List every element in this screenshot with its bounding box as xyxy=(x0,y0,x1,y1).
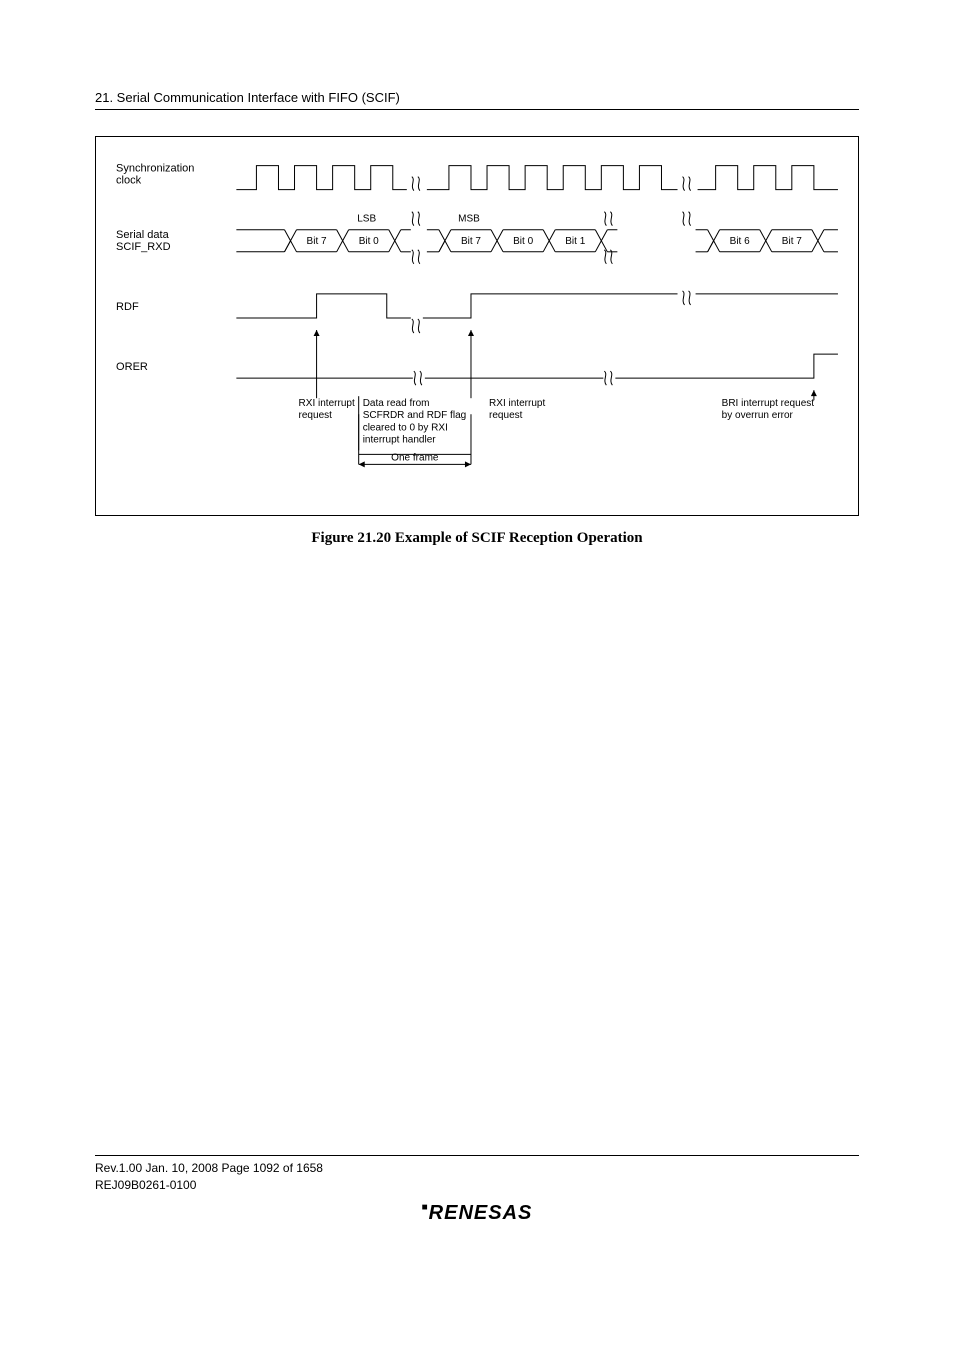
page-footer: Rev.1.00 Jan. 10, 2008 Page 1092 of 1658… xyxy=(95,1155,859,1225)
section-header: 21. Serial Communication Interface with … xyxy=(95,90,859,110)
footer-rev: Rev.1.00 Jan. 10, 2008 Page 1092 of 1658 xyxy=(95,1160,859,1177)
svg-text:One frame: One frame xyxy=(391,452,439,463)
svg-text:SCFRDR and RDF flag: SCFRDR and RDF flag xyxy=(363,410,467,421)
figure-caption: Figure 21.20 Example of SCIF Reception O… xyxy=(95,530,859,547)
svg-text:cleared to 0 by RXI: cleared to 0 by RXI xyxy=(363,422,448,433)
svg-text:Synchronization: Synchronization xyxy=(116,163,194,175)
svg-text:clock: clock xyxy=(116,175,142,187)
svg-text:request: request xyxy=(299,410,333,421)
svg-text:interrupt handler: interrupt handler xyxy=(363,434,437,445)
svg-text:Bit 7: Bit 7 xyxy=(307,236,327,247)
svg-text:BRI interrupt request: BRI interrupt request xyxy=(722,398,815,409)
svg-text:RXI interrupt: RXI interrupt xyxy=(299,398,355,409)
logo-dot-icon: ■ xyxy=(422,1202,429,1213)
svg-text:Data read from: Data read from xyxy=(363,398,430,409)
svg-text:Bit 6: Bit 6 xyxy=(730,236,750,247)
svg-text:SCIF_RXD: SCIF_RXD xyxy=(116,241,171,253)
svg-text:Bit 1: Bit 1 xyxy=(565,236,585,247)
page: 21. Serial Communication Interface with … xyxy=(0,0,954,1350)
svg-text:RXI interrupt: RXI interrupt xyxy=(489,398,545,409)
svg-text:LSB: LSB xyxy=(357,214,376,225)
svg-text:by overrun error: by overrun error xyxy=(722,410,794,421)
timing-diagram: Synchronizationclock Serial dataSCIF_RXD L… xyxy=(95,136,859,516)
svg-text:Serial data: Serial data xyxy=(116,229,170,241)
logo-text: RENESAS xyxy=(429,1202,533,1224)
svg-text:MSB: MSB xyxy=(458,214,480,225)
renesas-logo: ■RENESAS xyxy=(95,1202,859,1225)
svg-text:Bit 0: Bit 0 xyxy=(513,236,533,247)
svg-text:RDF: RDF xyxy=(116,301,139,313)
svg-text:request: request xyxy=(489,410,523,421)
svg-text:Bit 7: Bit 7 xyxy=(782,236,802,247)
footer-code: REJ09B0261-0100 xyxy=(95,1177,859,1194)
svg-text:Bit 7: Bit 7 xyxy=(461,236,481,247)
footer-rule xyxy=(95,1155,859,1156)
svg-text:ORER: ORER xyxy=(116,361,148,373)
svg-text:Bit 0: Bit 0 xyxy=(359,236,379,247)
